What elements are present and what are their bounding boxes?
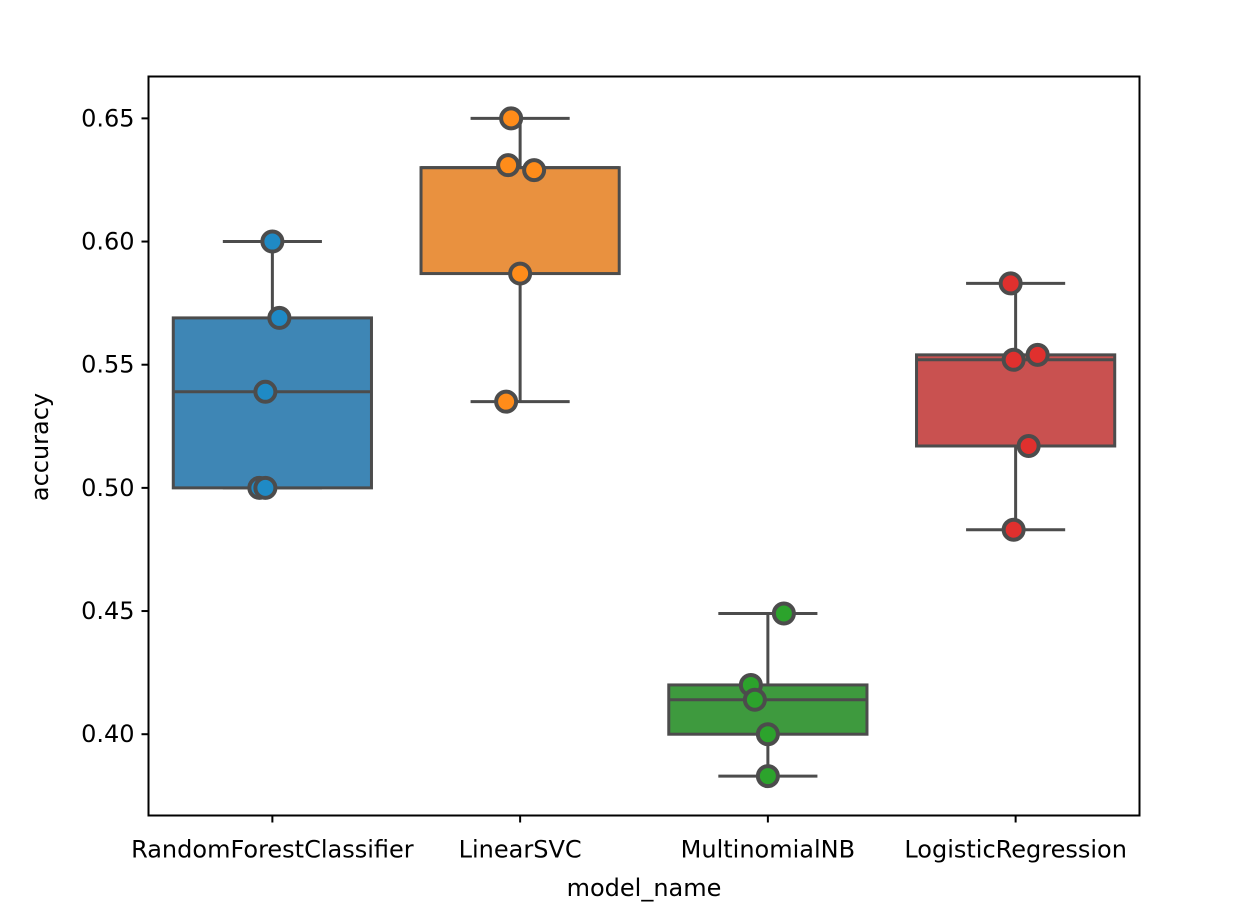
x-tick-label: RandomForestClassifier bbox=[131, 836, 414, 864]
data-point bbox=[499, 106, 524, 131]
data-point bbox=[253, 379, 278, 404]
y-axis-label: accuracy bbox=[26, 393, 54, 501]
points-layer bbox=[247, 106, 1050, 789]
data-point bbox=[742, 687, 767, 712]
data-point bbox=[494, 389, 519, 414]
data-point bbox=[496, 153, 521, 178]
data-point bbox=[260, 229, 285, 254]
data-point bbox=[998, 271, 1023, 296]
plot-area-frame bbox=[147, 75, 1141, 817]
x-axis: RandomForestClassifier LinearSVC Multinomi… bbox=[131, 815, 1127, 864]
data-point bbox=[253, 475, 278, 500]
x-tick-label: MultinomialNB bbox=[681, 836, 855, 864]
data-point bbox=[771, 601, 796, 626]
data-point bbox=[1025, 342, 1050, 367]
box-group-0 bbox=[171, 240, 373, 490]
x-tick-label: LogisticRegression bbox=[904, 836, 1127, 864]
x-axis-label: model_name bbox=[567, 874, 722, 902]
y-tick-label: 0.60 bbox=[81, 228, 134, 256]
y-tick-label: 0.40 bbox=[81, 720, 134, 748]
data-point bbox=[267, 305, 292, 330]
boxes-layer bbox=[171, 116, 1117, 778]
iqr-box bbox=[419, 166, 621, 276]
iqr-box bbox=[171, 316, 373, 490]
box-group-1 bbox=[419, 116, 621, 404]
y-tick-label: 0.55 bbox=[81, 351, 134, 379]
data-point bbox=[508, 261, 533, 286]
y-tick-label: 0.65 bbox=[81, 104, 134, 132]
data-point bbox=[522, 158, 547, 183]
data-point bbox=[755, 722, 780, 747]
box-group-3 bbox=[915, 281, 1117, 532]
box-group-2 bbox=[667, 612, 869, 778]
y-tick-label: 0.45 bbox=[81, 597, 134, 625]
y-tick-label: 0.50 bbox=[81, 474, 134, 502]
data-point bbox=[1016, 434, 1041, 458]
data-point bbox=[755, 764, 780, 789]
data-point bbox=[1001, 517, 1026, 542]
data-point bbox=[1001, 347, 1026, 372]
y-axis: 0.40 0.45 0.50 0.55 0.60 0.65 bbox=[81, 104, 149, 748]
x-tick-label: LinearSVC bbox=[459, 836, 582, 864]
